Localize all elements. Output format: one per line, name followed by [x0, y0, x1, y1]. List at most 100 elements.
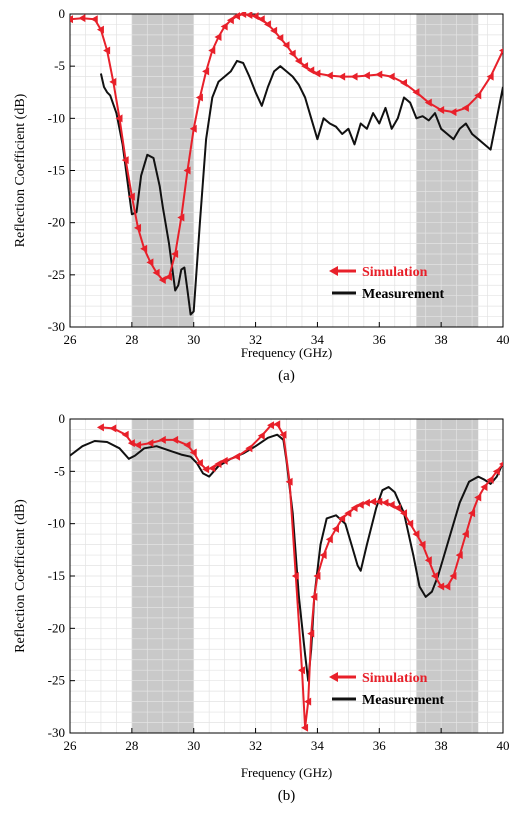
- simulation-marker: [418, 540, 426, 549]
- simulation-marker: [202, 67, 210, 76]
- simulation-marker: [486, 72, 494, 81]
- simulation-marker: [257, 431, 265, 440]
- simulation-marker: [344, 509, 352, 518]
- legend: Simulation Measurement: [329, 265, 444, 302]
- simulation-marker: [338, 72, 346, 81]
- simulation-marker: [310, 592, 318, 601]
- simulation-marker: [189, 124, 197, 133]
- simulation-marker: [412, 88, 420, 97]
- simulation-marker: [158, 435, 166, 444]
- simulation-marker: [245, 12, 253, 20]
- x-tick-label: 26: [64, 738, 78, 753]
- simulation-marker: [164, 272, 172, 281]
- simulation-marker: [177, 213, 185, 222]
- x-tick-label: 38: [435, 738, 448, 753]
- simulation-marker: [189, 448, 197, 457]
- simulation-marker: [279, 430, 287, 439]
- legend-simulation-label: Simulation: [362, 671, 428, 686]
- simulation-marker: [304, 697, 312, 706]
- simulation-marker: [449, 108, 457, 117]
- simulation-marker: [239, 12, 247, 18]
- simulation-marker: [393, 503, 401, 512]
- simulation-marker: [369, 497, 377, 506]
- simulation-marker: [257, 15, 265, 24]
- simulation-marker: [233, 452, 241, 461]
- panel-caption: (b): [278, 788, 296, 804]
- simulation-marker: [307, 66, 315, 75]
- legend-simulation-marker: [329, 672, 338, 682]
- simulation-marker: [78, 14, 86, 23]
- simulation-marker: [90, 15, 98, 24]
- x-tick-label: 36: [373, 738, 387, 753]
- simulation-marker: [121, 156, 129, 165]
- simulation-marker: [307, 629, 315, 638]
- x-tick-label: 40: [497, 332, 510, 347]
- simulation-marker: [127, 439, 135, 448]
- simulation-marker: [319, 551, 327, 560]
- simulation-marker: [443, 582, 451, 591]
- simulation-marker: [400, 78, 408, 87]
- simulation-marker: [437, 105, 445, 114]
- x-tick-label: 32: [249, 332, 262, 347]
- simulation-marker: [387, 500, 395, 509]
- simulation-marker: [301, 723, 309, 732]
- simulation-marker: [226, 16, 234, 25]
- simulation-marker: [109, 424, 117, 433]
- simulation-marker: [461, 103, 469, 112]
- simulation-marker: [313, 572, 321, 580]
- simulation-marker: [103, 46, 111, 55]
- y-tick-label: -30: [48, 319, 65, 334]
- x-tick-label: 36: [373, 332, 387, 347]
- panel-caption: (a): [278, 368, 295, 384]
- simulation-marker: [171, 435, 179, 444]
- simulation-marker: [294, 56, 302, 65]
- simulation-marker: [350, 503, 358, 512]
- simulation-marker: [424, 98, 432, 107]
- simulation-marker: [291, 572, 299, 580]
- simulation-marker: [375, 70, 383, 79]
- x-tick-label: 38: [435, 332, 448, 347]
- legend-simulation-label: Simulation: [362, 265, 428, 280]
- simulation-marker: [214, 32, 222, 41]
- chart-panel-b: 26 28 30 32 34 36 38 40 0 -5 -10 -15 -20 -25 -30 Freque…: [13, 411, 510, 804]
- simulation-marker: [338, 514, 346, 523]
- x-tick-label: 32: [249, 738, 262, 753]
- simulation-marker: [134, 223, 142, 232]
- simulation-marker: [331, 524, 339, 533]
- simulation-marker: [375, 497, 383, 506]
- y-tick-label: -5: [54, 463, 65, 478]
- simulation-marker: [171, 249, 179, 258]
- simulation-marker: [251, 12, 259, 21]
- chart-panel-a: 26 28 30 32 34 36 38 40 0 -5 -10 -15 -20 -25 -30 Freque…: [13, 6, 510, 384]
- simulation-marker: [362, 71, 370, 80]
- x-tick-label: 30: [187, 738, 200, 753]
- simulation-marker: [270, 26, 278, 35]
- simulation-marker: [387, 72, 395, 81]
- y-tick-label: -15: [48, 568, 65, 583]
- x-tick-label: 26: [64, 332, 78, 347]
- simulation-marker: [282, 41, 290, 50]
- y-axis-label: Reflection Coefficient (dB): [13, 93, 28, 247]
- y-tick-label: -5: [54, 58, 65, 73]
- simulation-marker: [267, 421, 275, 430]
- plot-area: [70, 420, 503, 732]
- legend-measurement-label: Measurement: [362, 693, 444, 708]
- simulation-marker: [486, 475, 494, 484]
- simulation-marker: [134, 441, 142, 450]
- simulation-marker: [424, 556, 432, 565]
- simulation-marker: [233, 12, 241, 21]
- x-tick-label: 28: [125, 738, 138, 753]
- simulation-marker: [350, 72, 358, 81]
- simulation-marker: [146, 439, 154, 448]
- y-tick-label: -20: [48, 620, 65, 635]
- simulation-marker: [301, 62, 309, 71]
- simulation-marker: [263, 20, 271, 29]
- x-tick-label: 34: [311, 332, 325, 347]
- simulation-marker: [437, 582, 445, 591]
- simulation-marker: [285, 477, 293, 486]
- simulation-marker: [220, 22, 228, 31]
- measurement-line: [99, 59, 503, 316]
- y-tick-label: -25: [48, 673, 65, 688]
- simulation-marker: [183, 166, 191, 175]
- y-tick-label: 0: [59, 411, 66, 426]
